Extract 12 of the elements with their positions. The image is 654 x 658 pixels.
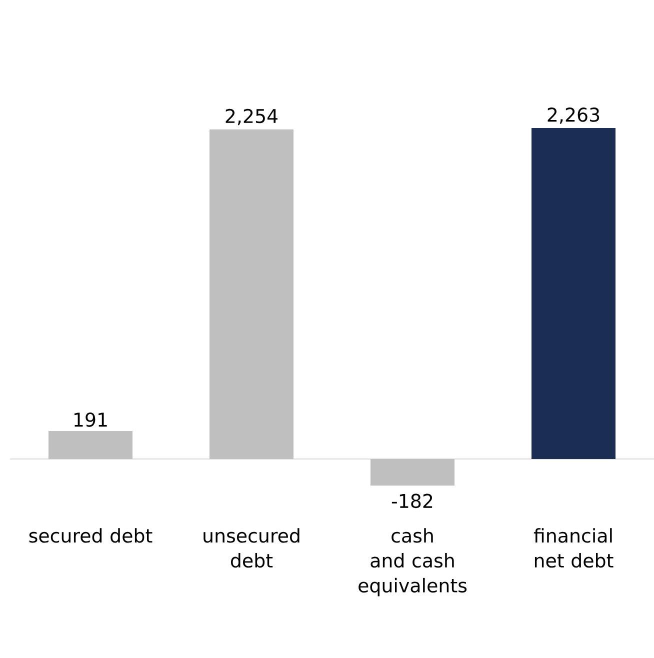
x-tick-label: secured debt [29, 528, 152, 543]
x-tick-label: cash and cash equivalents [358, 528, 466, 596]
data-label: 2,263 [548, 108, 599, 124]
bar [531, 128, 616, 459]
data-label: 191 [74, 412, 107, 427]
bar [48, 431, 132, 459]
x-tick-label: unsecured debt [203, 528, 300, 568]
bar [209, 129, 294, 459]
data-label: -182 [392, 494, 432, 508]
data-label: 2,254 [226, 108, 278, 126]
bar [370, 458, 454, 486]
x-tick-label: financial net debt [534, 528, 614, 568]
